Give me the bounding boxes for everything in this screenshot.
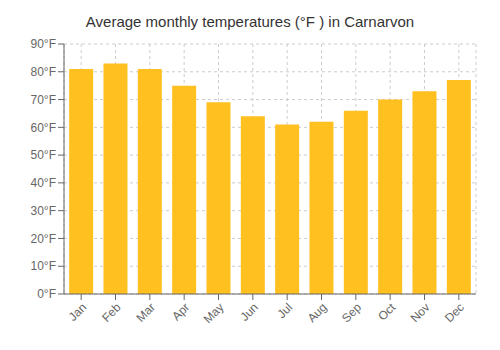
svg-text:60°F: 60°F (31, 121, 56, 135)
svg-text:0°F: 0°F (37, 287, 56, 301)
svg-text:70°F: 70°F (31, 93, 56, 107)
svg-text:80°F: 80°F (31, 65, 56, 79)
svg-text:Sep: Sep (339, 300, 364, 325)
svg-text:Apr: Apr (169, 300, 192, 323)
svg-text:Mar: Mar (133, 300, 158, 325)
svg-text:Dec: Dec (442, 300, 467, 325)
svg-text:Aug: Aug (305, 300, 330, 325)
svg-text:May: May (201, 300, 227, 326)
svg-text:30°F: 30°F (31, 204, 56, 218)
svg-text:Jan: Jan (66, 300, 90, 324)
svg-text:50°F: 50°F (31, 148, 56, 162)
svg-text:40°F: 40°F (31, 176, 56, 190)
svg-text:Nov: Nov (408, 300, 433, 325)
html-text:Average monthly temperatures (: Average monthly temperatures (°F ) in Ca… (85, 13, 415, 30)
svg-text:20°F: 20°F (31, 232, 56, 246)
svg-text:Feb: Feb (99, 300, 124, 325)
svg-text:10°F: 10°F (31, 259, 56, 273)
svg-text:Jun: Jun (237, 300, 261, 324)
svg-text:Oct: Oct (375, 300, 399, 324)
svg-text:Jul: Jul (275, 300, 296, 321)
svg-text:90°F: 90°F (31, 37, 56, 51)
